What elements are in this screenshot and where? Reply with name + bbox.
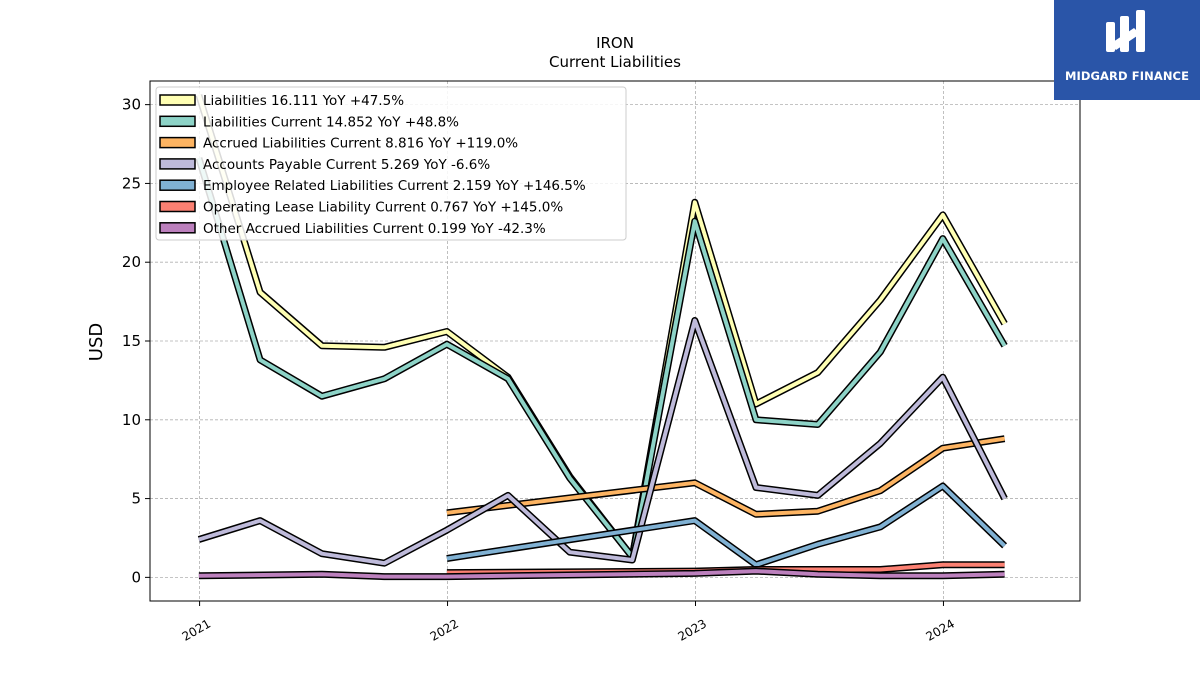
y-tick-label: 5	[131, 490, 141, 508]
series-line-other-accrued-liabilities-current	[198, 569, 1005, 579]
legend-swatch	[159, 115, 196, 128]
series-lines	[195, 94, 1008, 581]
y-tick-label: 10	[122, 411, 141, 429]
legend-swatch	[159, 200, 196, 213]
y-tick-label: 30	[122, 96, 141, 114]
legend-swatch	[159, 222, 196, 234]
legend-swatch	[159, 179, 196, 191]
x-tick-label: 2022	[428, 616, 461, 643]
legend-box	[155, 86, 627, 241]
x-tick-label: 2021	[180, 616, 213, 643]
legend-entry: Operating Lease Liability Current 0.767 …	[203, 200, 563, 216]
y-tick-label: 25	[122, 174, 141, 192]
legend-swatch	[159, 94, 196, 106]
legend-entry: Other Accrued Liabilities Current 0.199 …	[203, 221, 546, 237]
legend-entry: Accrued Liabilities Current 8.816 YoY +1…	[203, 136, 518, 152]
legend-entry: Liabilities 16.111 YoY +47.5%	[203, 93, 404, 109]
legend: Liabilities 16.111 YoY +47.5% Liabilities…	[155, 86, 627, 241]
legend-entry: Liabilities Current 14.852 YoY +48.8%	[203, 114, 459, 130]
y-tick-label: 0	[131, 568, 141, 586]
y-tick-label: 20	[122, 253, 141, 271]
midgard-logo-icon	[1106, 10, 1145, 52]
chart-title: IRON	[596, 34, 634, 52]
x-tick-label: 2024	[924, 616, 957, 643]
legend-swatch	[159, 136, 196, 149]
series-line-accounts-payable-current	[198, 318, 1007, 566]
legend-entry: Employee Related Liabilities Current 2.1…	[203, 178, 586, 194]
series-line-accrued-liabilities-current	[446, 436, 1005, 517]
chart-subtitle: Current Liabilities	[549, 53, 681, 71]
y-tick-label: 15	[122, 332, 141, 350]
logo-text: MIDGARD FINANCE	[1064, 69, 1190, 83]
legend-entry: Accounts Payable Current 5.269 YoY -6.6%	[203, 157, 490, 173]
x-tick-label: 2023	[676, 616, 709, 643]
logo: MIDGARD FINANCE	[1054, 0, 1200, 100]
series-line-employee-related-liabilities-current	[446, 484, 1006, 567]
series-line-liabilities-current	[196, 157, 1007, 559]
legend-swatch	[159, 158, 196, 170]
y-axis-label: USD	[86, 323, 107, 361]
